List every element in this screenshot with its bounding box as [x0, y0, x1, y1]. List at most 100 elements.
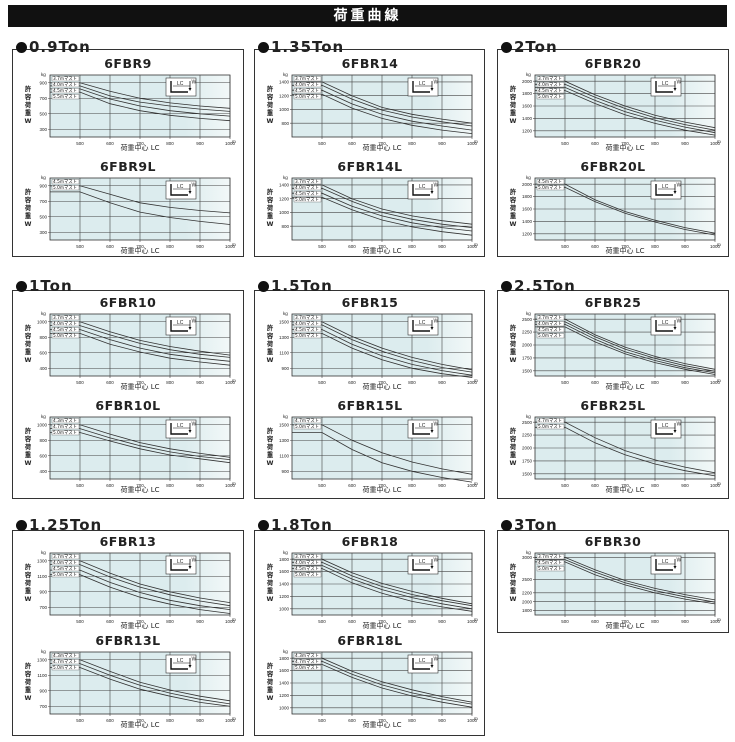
x-axis-label: 荷重中心 LC	[120, 382, 159, 390]
x-tick-label: 1000	[710, 483, 721, 488]
x-tick-label: 700	[136, 244, 144, 249]
series-label: 4.0mマスト	[295, 82, 319, 88]
series-label: 5.0mマスト	[295, 424, 319, 430]
series-line	[50, 560, 231, 603]
bullet-icon	[16, 520, 27, 531]
x-tick-label: 500	[561, 619, 569, 624]
x-tick-label: 1000	[467, 619, 478, 624]
y-axis-label-char: 容	[24, 434, 32, 443]
x-tick-label: 600	[106, 141, 114, 146]
x-tick-label: 500	[76, 718, 84, 723]
x-tick-label: 700	[621, 141, 629, 146]
y-axis-label-char: 重	[510, 450, 517, 459]
x-tick-label: 700	[378, 380, 386, 385]
series-line	[535, 323, 716, 374]
y-unit: kg	[283, 550, 288, 555]
x-unit: mm	[474, 139, 478, 144]
y-unit: kg	[283, 311, 288, 316]
inset-lc-label: LC	[177, 81, 184, 87]
chart-title: 6FBR13	[100, 534, 157, 549]
y-tick-label: 1300	[37, 657, 48, 662]
x-tick-label: 900	[681, 141, 689, 146]
load-center-icon: LC W	[650, 555, 682, 575]
y-axis-label-char: 重	[267, 211, 274, 220]
chart-6fbr14: 6FBR145006007008009001000mm8001000120014…	[260, 55, 478, 151]
series-label: 5.0mマスト	[295, 665, 319, 671]
x-unit: mm	[232, 242, 236, 247]
chart-6fbr13l: 6FBR13L 500 600 700 800 900 1000mm 700 900 1100 13…	[18, 632, 236, 728]
series-label: 5.0mマスト	[538, 566, 562, 572]
y-axis-label-char: W	[510, 118, 517, 125]
y-tick-label: 1500	[522, 368, 533, 373]
y-tick-label: 600	[39, 350, 47, 355]
series-label-box	[51, 94, 80, 100]
chart-title: 6FBR20	[585, 56, 642, 71]
series-label: 5.0mマスト	[295, 94, 319, 100]
y-tick-label: 2000	[522, 79, 533, 84]
y-tick-label: 2250	[522, 433, 533, 438]
bullet-icon	[501, 281, 512, 292]
y-tick-label: 400	[39, 366, 47, 371]
y-axis-label-char: 容	[266, 195, 274, 204]
chart-6fbr15l: 6FBR15L 500 600 700 800 900 1000mm 900 1100 1300 1…	[260, 397, 478, 493]
y-axis-label-char: 荷	[24, 578, 32, 587]
y-unit: kg	[526, 414, 531, 419]
group-label: 0.9Ton	[29, 38, 91, 56]
x-tick-label: 1000	[225, 483, 236, 488]
x-tick-label: 900	[438, 380, 446, 385]
series-label-box	[293, 424, 322, 430]
series-label: 4.7mマスト	[53, 424, 77, 430]
series-label-box	[536, 566, 565, 572]
x-tick-label: 500	[76, 141, 84, 146]
inset-w-label: W	[677, 422, 682, 428]
x-tick-label: 600	[348, 483, 356, 488]
series-label: 4.7mマスト	[538, 418, 562, 424]
y-axis-label-char: 荷	[24, 442, 32, 451]
series-label-box	[293, 315, 322, 321]
y-axis-label-char: 重	[25, 211, 32, 220]
chart-title: 6FBR18	[342, 534, 399, 549]
chart-title: 6FBR14L	[337, 159, 402, 174]
series-label-box	[51, 424, 80, 430]
series-label-box	[293, 560, 322, 566]
y-tick-label: 1800	[279, 557, 290, 562]
x-tick-label: 800	[651, 483, 659, 488]
y-tick-label: 3000	[522, 555, 533, 560]
y-tick-label: 1600	[522, 207, 533, 212]
chart-title: 6FBR14	[342, 56, 399, 71]
series-label-box	[293, 191, 322, 197]
y-tick-label: 800	[39, 438, 47, 443]
series-line	[50, 85, 231, 112]
series-label: 4.3mマスト	[53, 418, 77, 424]
x-tick-label: 600	[106, 718, 114, 723]
series-label: 3.7mマスト	[295, 179, 319, 185]
y-tick-label: 900	[39, 80, 47, 85]
x-tick-label: 900	[681, 619, 689, 624]
x-tick-label: 700	[136, 141, 144, 146]
inset-lc-label: LC	[662, 423, 669, 429]
x-tick-label: 900	[681, 380, 689, 385]
y-axis-label-char: 荷	[509, 442, 517, 451]
x-axis-label: 荷重中心 LC	[120, 246, 159, 254]
chart-6fbr14l: 6FBR14L5006007008009001000mm800100012001…	[260, 158, 478, 254]
y-tick-label: 900	[281, 469, 289, 474]
y-tick-label: 1600	[279, 668, 290, 673]
y-tick-label: 900	[39, 589, 47, 594]
x-unit: mm	[474, 242, 478, 247]
y-axis-label-char: W	[510, 596, 517, 603]
load-center-icon: LC W	[165, 654, 197, 674]
series-label: 4.5mマスト	[538, 88, 562, 94]
x-tick-label: 900	[438, 718, 446, 723]
y-tick-label: 1000	[37, 422, 48, 427]
series-label: 4.5mマスト	[538, 327, 562, 333]
chart-svg: 6FBR105006007008009001000mm4006008001000…	[24, 295, 236, 390]
x-tick-label: 800	[408, 244, 416, 249]
series-line	[50, 667, 231, 707]
series-label: 4.5mマスト	[538, 179, 562, 185]
series-line	[50, 91, 231, 122]
y-unit: kg	[526, 550, 531, 555]
x-tick-label: 600	[348, 380, 356, 385]
series-label: 3.7mマスト	[53, 76, 77, 82]
y-axis-label-char: 重	[510, 108, 517, 117]
x-tick-label: 1000	[467, 718, 478, 723]
